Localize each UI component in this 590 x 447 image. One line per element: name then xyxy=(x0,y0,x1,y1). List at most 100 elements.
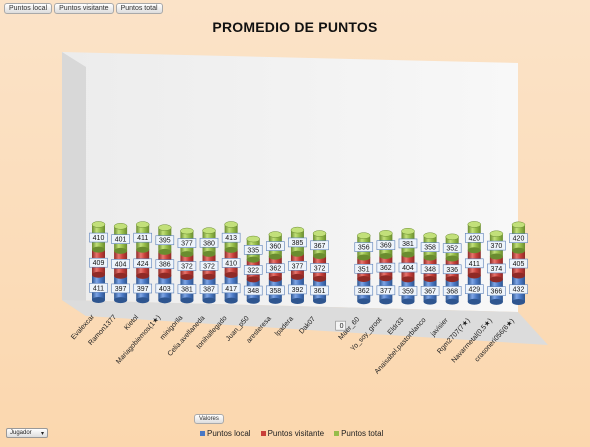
bar-top xyxy=(511,221,526,229)
legend-swatch xyxy=(200,431,205,436)
bar-segment-bottom xyxy=(246,297,260,304)
data-label: 362 xyxy=(358,288,370,295)
legend-item-total: Puntos total xyxy=(334,429,383,438)
data-label-box xyxy=(89,257,108,268)
data-label: 420 xyxy=(468,235,480,242)
data-label-box xyxy=(420,286,440,296)
bar-segment-bottom xyxy=(202,250,216,257)
data-label-box xyxy=(487,240,506,251)
floor xyxy=(62,300,548,345)
data-label-box xyxy=(509,258,528,269)
bar-top xyxy=(268,231,283,238)
data-label: 420 xyxy=(513,236,525,243)
bar-top xyxy=(180,227,194,235)
data-label: 381 xyxy=(181,287,193,294)
data-label-box xyxy=(376,240,396,250)
legend-swatch xyxy=(334,431,340,436)
data-label: 358 xyxy=(424,245,436,252)
data-label: 417 xyxy=(225,286,237,293)
bar-segment-bottom xyxy=(246,256,260,263)
bar-segment-bottom xyxy=(224,246,238,253)
bar-segment-bottom xyxy=(467,247,481,254)
bar-segment-bottom xyxy=(268,275,282,282)
data-label: 397 xyxy=(115,286,127,293)
bar-segment-bottom xyxy=(290,273,304,280)
bar-segment-bottom xyxy=(224,297,238,304)
data-label: 348 xyxy=(424,266,436,273)
bar-segment-bottom xyxy=(445,276,459,283)
field-button-visitante[interactable]: Puntos visitante xyxy=(54,3,114,14)
bar-segment-bottom xyxy=(357,276,371,283)
bar-segment-bottom xyxy=(357,254,371,261)
bar-top xyxy=(224,221,238,228)
zero-label-box xyxy=(335,320,346,331)
bar-top xyxy=(423,232,437,239)
bar-top xyxy=(91,221,106,228)
field-buttons: Puntos local Puntos visitante Puntos tot… xyxy=(4,3,163,14)
data-label-box xyxy=(133,232,153,243)
data-label-box xyxy=(266,285,285,296)
data-label: 359 xyxy=(402,288,414,295)
bar-segment-bottom xyxy=(180,297,194,304)
data-label-box xyxy=(177,238,197,248)
field-button-local[interactable]: Puntos local xyxy=(4,3,53,14)
chart-title: PROMEDIO DE PUNTOS xyxy=(212,19,378,35)
bar-segment-bottom xyxy=(180,251,194,258)
data-label: 356 xyxy=(358,245,370,252)
data-label-box xyxy=(310,240,329,251)
bar-top xyxy=(489,230,504,237)
data-label-box xyxy=(487,286,506,296)
data-label-box xyxy=(464,258,484,269)
side-wall xyxy=(62,52,86,316)
data-label: 404 xyxy=(402,265,414,272)
bar-segment-bottom xyxy=(401,251,415,258)
bar-segment-bottom xyxy=(357,298,371,305)
bar-segment-bottom xyxy=(158,248,172,255)
data-label: 362 xyxy=(380,265,392,272)
valores-button[interactable]: Valores xyxy=(194,414,224,424)
bar-segment-bottom xyxy=(202,297,216,304)
data-label-box xyxy=(243,265,263,275)
data-label: 370 xyxy=(491,243,503,250)
data-label: 410 xyxy=(93,235,105,242)
bar-segment-bottom xyxy=(158,272,172,279)
data-label-box xyxy=(354,263,374,274)
data-label-box xyxy=(155,235,175,246)
data-label-box xyxy=(376,285,396,296)
data-label: 361 xyxy=(314,288,326,295)
bar-segment-bottom xyxy=(423,298,437,305)
bar-segment-bottom xyxy=(268,253,282,260)
data-label-box xyxy=(420,264,440,274)
field-button-total[interactable]: Puntos total xyxy=(115,3,163,14)
data-label: 387 xyxy=(203,287,215,294)
data-label-box xyxy=(442,264,462,275)
data-label-box xyxy=(199,261,219,271)
data-label: 411 xyxy=(137,235,148,242)
data-label: 368 xyxy=(446,288,458,295)
data-label-box xyxy=(133,258,153,269)
bar-segment-bottom xyxy=(379,275,393,282)
data-label-box xyxy=(221,283,241,294)
data-label: 369 xyxy=(380,243,392,250)
data-label-box xyxy=(221,232,241,243)
category-label: Mariagobiemos(1★) xyxy=(114,314,162,366)
data-label-box xyxy=(177,284,197,295)
bar-segment-bottom xyxy=(467,298,481,305)
legend-swatch xyxy=(260,431,266,436)
data-label: 352 xyxy=(446,246,458,253)
data-label: 385 xyxy=(292,240,304,247)
data-label: 429 xyxy=(468,287,480,294)
bar-segment-bottom xyxy=(489,298,503,305)
bar-segment-bottom xyxy=(180,274,194,281)
data-label-box xyxy=(487,263,506,274)
data-label: 372 xyxy=(181,264,193,271)
bar-segment-bottom xyxy=(445,255,459,262)
data-label-box xyxy=(111,283,130,294)
data-label: 409 xyxy=(93,260,105,267)
data-label: 335 xyxy=(247,247,259,254)
data-label: 372 xyxy=(314,265,326,272)
data-label: 367 xyxy=(314,243,326,250)
data-label: 372 xyxy=(203,263,215,270)
jugador-dropdown[interactable]: Jugador ▾ xyxy=(6,428,48,438)
data-label-box xyxy=(199,284,219,294)
